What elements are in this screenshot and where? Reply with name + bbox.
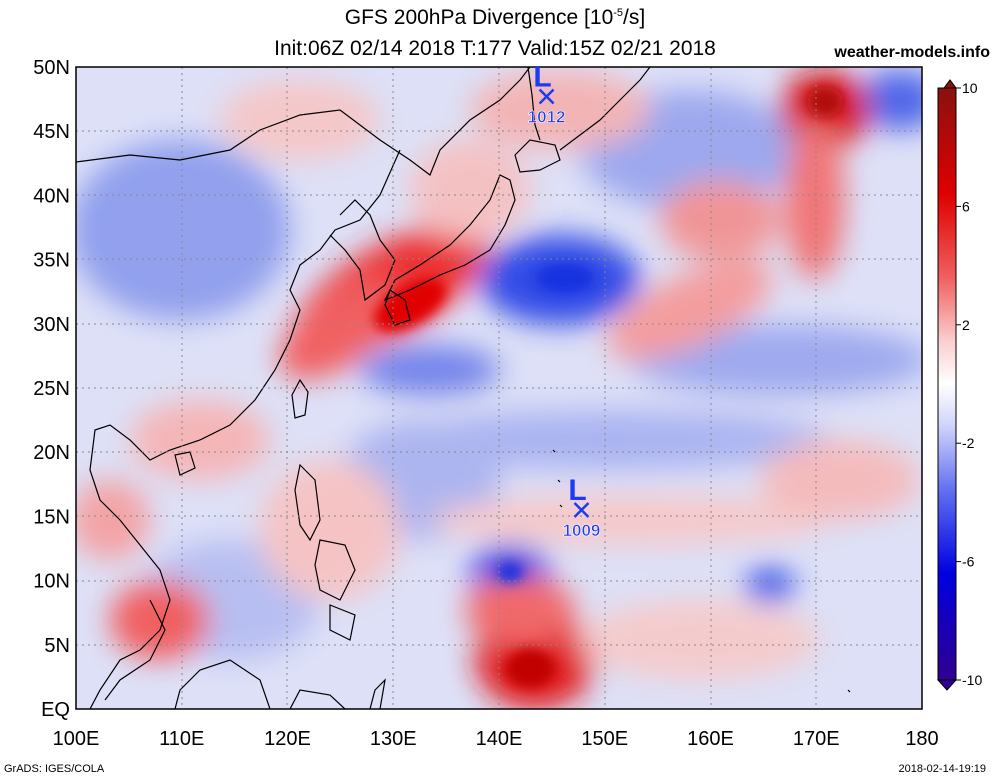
- divergence-field: [76, 67, 922, 709]
- coastlines: [76, 67, 851, 709]
- lat-label: 5N: [44, 635, 70, 657]
- colorbar-label: 6: [962, 198, 970, 214]
- low-pressure-value: 1012: [528, 108, 566, 127]
- lat-label: 30N: [33, 314, 70, 336]
- longitude-labels: 100E 110E 120E 130E 140E 150E 160E 170E 180: [53, 728, 939, 750]
- lon-label: 180: [905, 728, 938, 750]
- map-frame: [75, 66, 923, 710]
- lat-label: 25N: [33, 378, 70, 400]
- colorbar-label: -6: [962, 554, 975, 570]
- low-center-cross: [538, 88, 555, 105]
- timestamp: 2018-02-14-19:19: [898, 763, 986, 775]
- lat-label: 35N: [33, 250, 70, 272]
- lat-label: 10N: [33, 571, 70, 593]
- lon-label: 120E: [264, 728, 311, 750]
- lon-label: 100E: [53, 728, 100, 750]
- low-center-cross: [573, 502, 590, 518]
- lat-label: 45N: [33, 121, 70, 143]
- lat-label: 40N: [33, 185, 70, 207]
- lat-label: 20N: [33, 442, 70, 464]
- lon-label: 160E: [687, 728, 734, 750]
- grads-credit: GrADS: IGES/COLA: [4, 763, 105, 775]
- colorbar: 10 6 2 -2 -6 -10: [936, 79, 982, 691]
- colorbar-label: 10: [962, 80, 978, 96]
- lat-label: 15N: [33, 506, 70, 528]
- chart-title: GFS 200hPa Divergence [10-5/s]: [344, 6, 646, 29]
- chart-subtitle: Init:06Z 02/14 2018 T:177 Valid:15Z 02/2…: [274, 37, 716, 60]
- lon-label: 170E: [793, 728, 840, 750]
- gridlines: [76, 67, 922, 709]
- low-pressure-marker: L 1012: [527, 61, 566, 127]
- colorbar-label: -2: [962, 435, 975, 451]
- lon-label: 150E: [581, 728, 628, 750]
- low-pressure-marker: L 1009: [562, 474, 601, 540]
- lon-label: 110E: [159, 728, 204, 750]
- colorbar-label: -10: [962, 672, 982, 688]
- low-pressure-value: 1009: [563, 521, 601, 540]
- low-letter: L: [533, 61, 551, 94]
- low-markers: L 1012 L 1009: [527, 61, 601, 541]
- lon-label: 130E: [370, 728, 417, 750]
- site-watermark: weather-models.info: [834, 44, 990, 61]
- lon-label: 140E: [476, 728, 523, 750]
- latitude-labels: EQ 5N 10N 15N 20N 25N 30N 35N 40N 45N 50N: [33, 57, 70, 721]
- low-letter: L: [568, 474, 586, 507]
- lat-label: 50N: [33, 57, 70, 79]
- lat-label: EQ: [41, 699, 70, 721]
- colorbar-label: 2: [962, 317, 970, 333]
